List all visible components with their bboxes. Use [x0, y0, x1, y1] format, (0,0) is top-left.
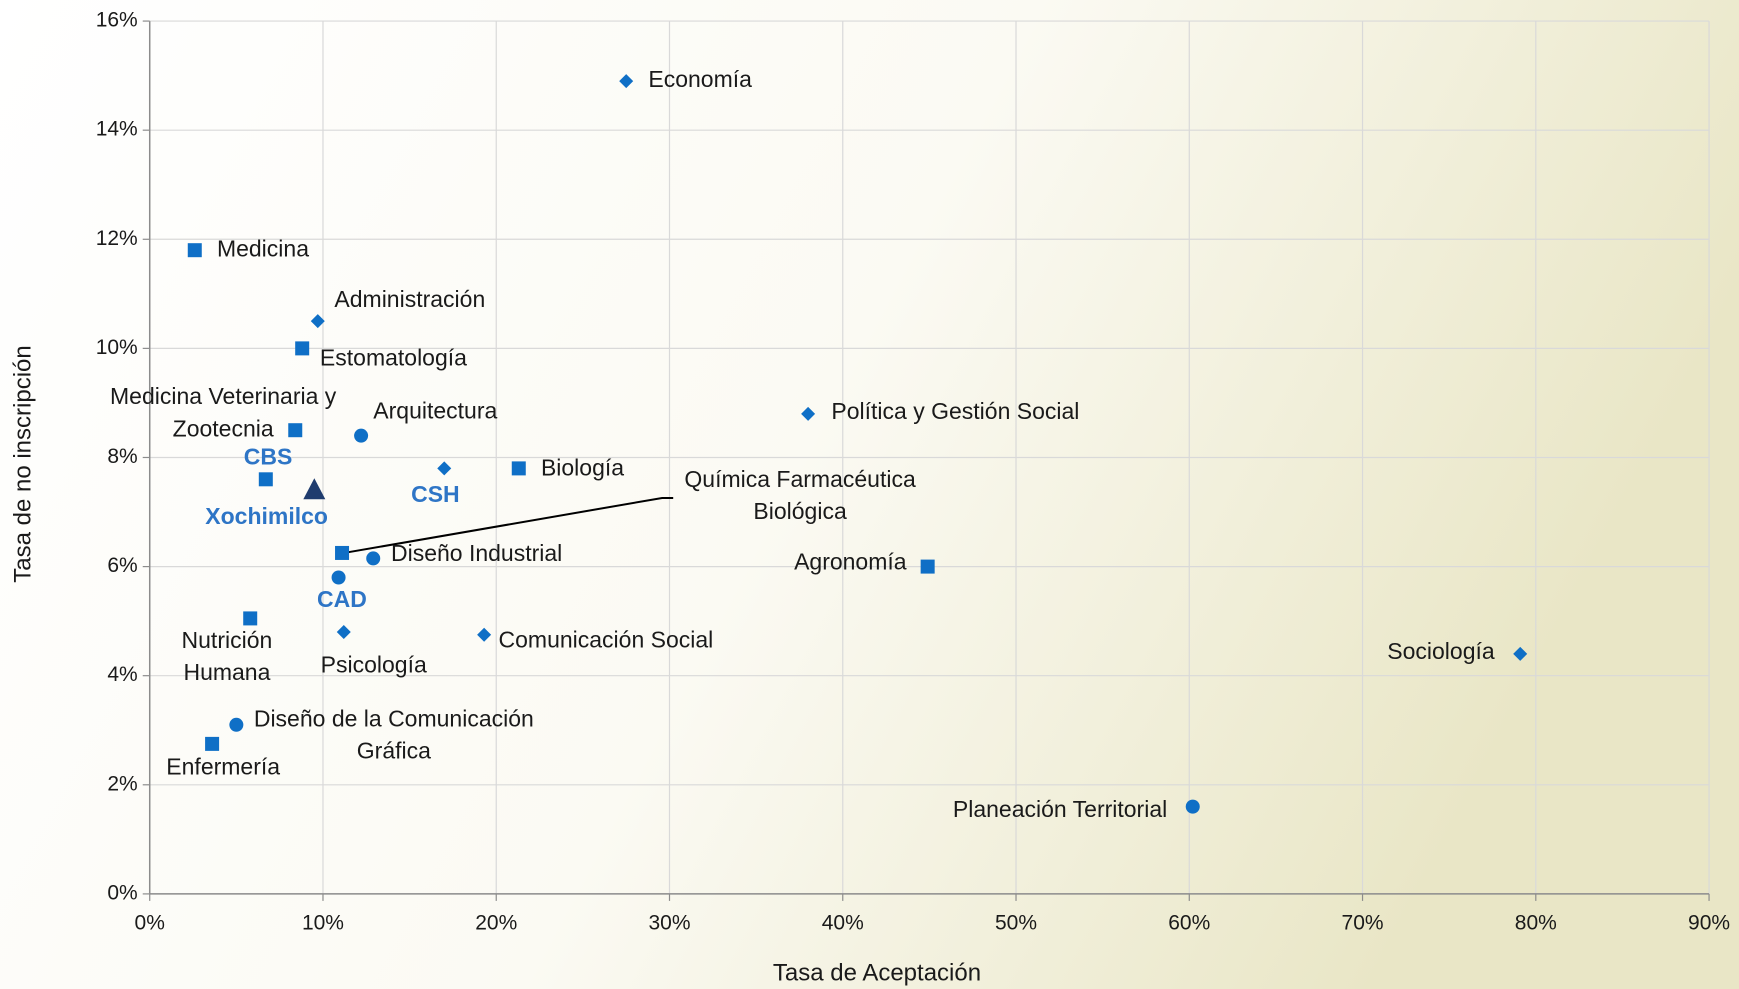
point	[354, 428, 369, 443]
y-tick-label: 10%	[96, 336, 138, 359]
point-label: Gráfica	[357, 738, 431, 764]
point-label: Psicología	[321, 652, 427, 678]
point	[366, 551, 381, 566]
point-label: Economía	[648, 66, 752, 92]
point-label: Humana	[183, 659, 270, 685]
point	[1513, 646, 1528, 661]
point-label: Arquitectura	[373, 397, 497, 423]
point-label: Política y Gestión Social	[831, 398, 1079, 424]
point	[310, 314, 325, 329]
point-label: Biológica	[753, 498, 847, 524]
point-label: CAD	[317, 586, 367, 612]
point	[229, 717, 244, 732]
x-tick-label: 80%	[1515, 911, 1557, 934]
point-label: Zootecnia	[173, 415, 274, 441]
point-label: CBS	[244, 443, 293, 469]
x-tick-label: 70%	[1342, 911, 1384, 934]
x-tick-label: 50%	[995, 911, 1037, 934]
point-label: Sociología	[1387, 638, 1495, 664]
x-axis-title: Tasa de Aceptación	[773, 959, 981, 986]
point	[477, 627, 492, 642]
x-tick-label: 60%	[1168, 911, 1210, 934]
point	[801, 406, 816, 421]
point	[258, 472, 273, 487]
y-tick-label: 6%	[107, 554, 137, 577]
point	[243, 611, 258, 626]
x-tick-label: 30%	[648, 911, 690, 934]
x-tick-label: 40%	[822, 911, 864, 934]
point-label: Medicina	[217, 235, 309, 261]
point-label: Enfermería	[166, 753, 280, 779]
point	[331, 570, 346, 585]
point	[187, 243, 202, 258]
point	[619, 74, 634, 89]
x-tick-label: 0%	[135, 911, 165, 934]
point-label: Diseño de la Comunicación	[254, 705, 534, 731]
point	[303, 478, 326, 500]
point-label: Administración	[334, 286, 485, 312]
y-tick-label: 16%	[96, 9, 138, 32]
point	[295, 341, 310, 356]
point	[288, 423, 303, 438]
point	[511, 461, 526, 476]
point	[1185, 799, 1200, 814]
point-label: Medicina Veterinaria y	[110, 383, 337, 409]
point-label: Planeación Territorial	[953, 796, 1167, 822]
point-label: Xochimilco	[205, 503, 328, 529]
leader-line	[343, 496, 674, 554]
point	[335, 545, 350, 560]
point	[205, 736, 220, 751]
y-tick-label: 4%	[107, 663, 137, 686]
point	[437, 461, 452, 476]
point-label: Agronomía	[794, 548, 907, 574]
y-tick-label: 0%	[107, 881, 137, 904]
x-tick-label: 10%	[302, 911, 344, 934]
point-label: Diseño Industrial	[391, 540, 562, 566]
point-label: Estomatología	[320, 345, 467, 371]
y-tick-label: 2%	[107, 772, 137, 795]
point-label: CSH	[411, 481, 460, 507]
x-tick-label: 20%	[475, 911, 517, 934]
y-tick-label: 12%	[96, 227, 138, 250]
y-tick-label: 8%	[107, 445, 137, 468]
point-label: Nutrición	[182, 627, 273, 653]
y-tick-label: 14%	[96, 118, 138, 141]
point-label: Biología	[541, 455, 624, 481]
point-label: Comunicación Social	[499, 627, 714, 653]
y-axis-title: Tasa de no inscripción	[9, 345, 36, 582]
x-tick-label: 90%	[1688, 911, 1730, 934]
point	[920, 559, 935, 574]
point	[336, 625, 351, 640]
point-label: Química Farmacéutica	[684, 466, 916, 492]
